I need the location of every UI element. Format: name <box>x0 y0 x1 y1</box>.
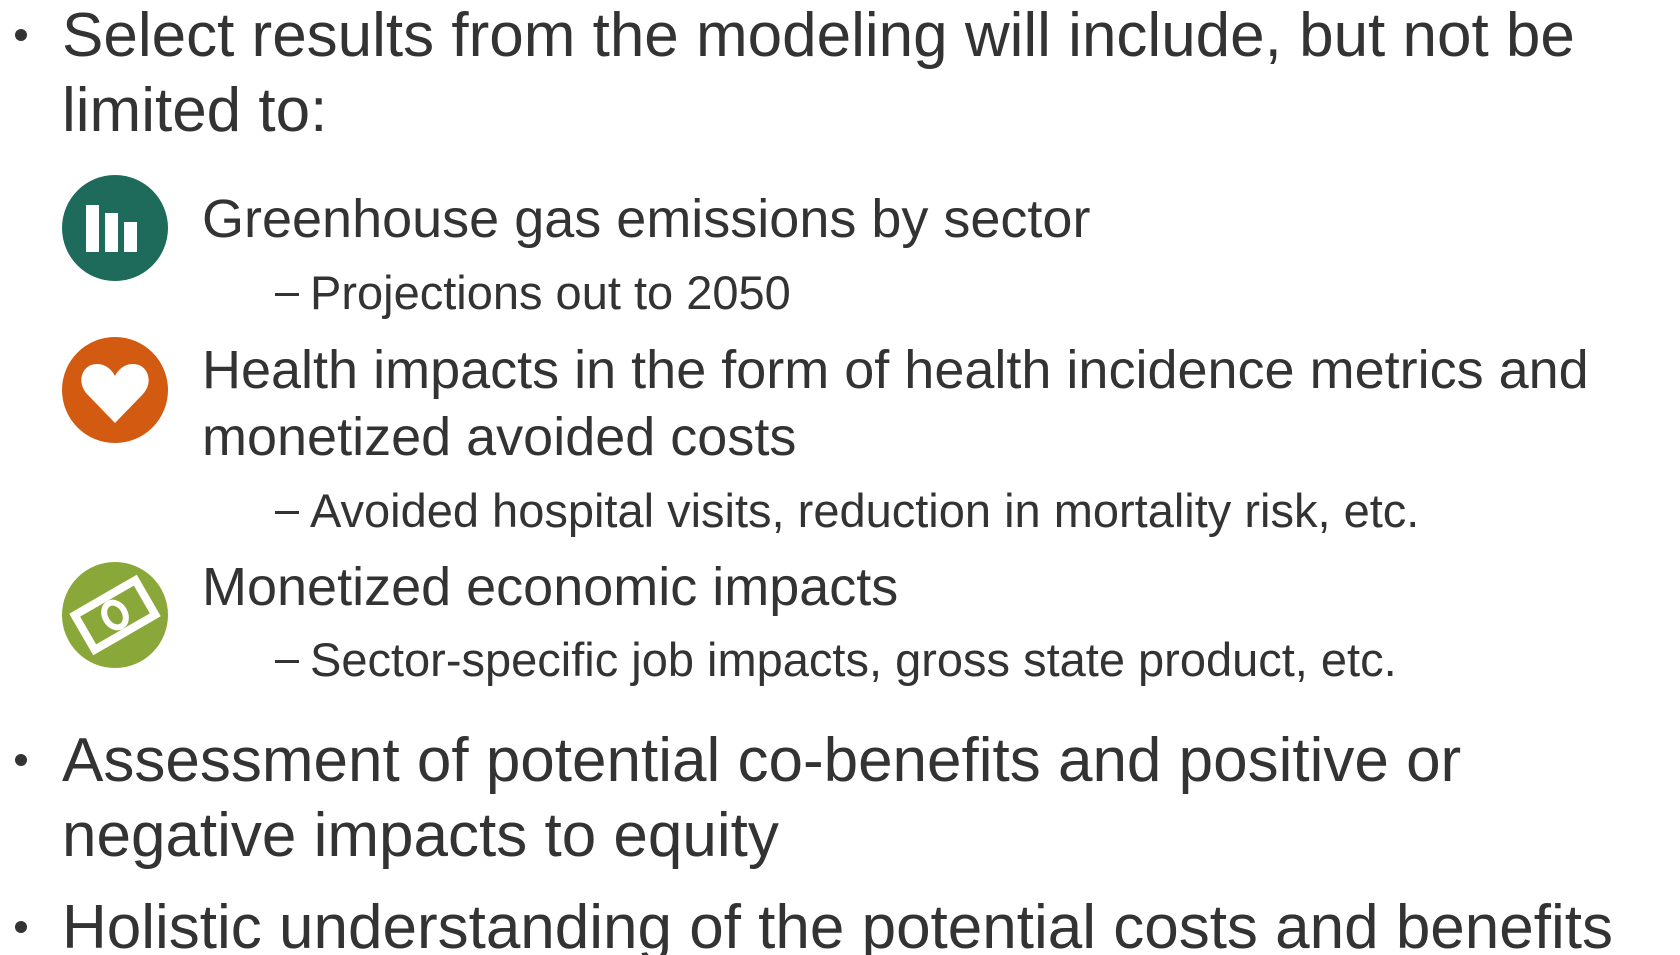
bullet-dot <box>15 29 27 41</box>
heart-icon <box>62 337 168 443</box>
bullet-text: negative impacts to equity <box>62 801 779 870</box>
bullet-dot <box>15 754 27 766</box>
item-text: Health impacts in the form of health inc… <box>202 340 1589 400</box>
bullet-dot <box>15 921 27 933</box>
sub-dash <box>275 293 299 296</box>
item-text: monetized avoided costs <box>202 407 796 467</box>
bullet-text: Holistic understanding of the potential … <box>62 893 1613 955</box>
chart-icon <box>62 175 168 281</box>
bullet-text: Select results from the modeling will in… <box>62 1 1575 70</box>
bullet-text: limited to: <box>62 76 327 145</box>
money-icon <box>62 562 168 668</box>
sub-dash <box>275 511 299 514</box>
sub-dash <box>275 660 299 663</box>
item-text: Monetized economic impacts <box>202 557 898 617</box>
item-text: Greenhouse gas emissions by sector <box>202 189 1090 249</box>
sub-text: Sector-specific job impacts, gross state… <box>310 633 1397 686</box>
sub-text: Projections out to 2050 <box>310 266 791 319</box>
bullet-text: Assessment of potential co-benefits and … <box>62 726 1461 795</box>
sub-text: Avoided hospital visits, reduction in mo… <box>310 484 1419 537</box>
